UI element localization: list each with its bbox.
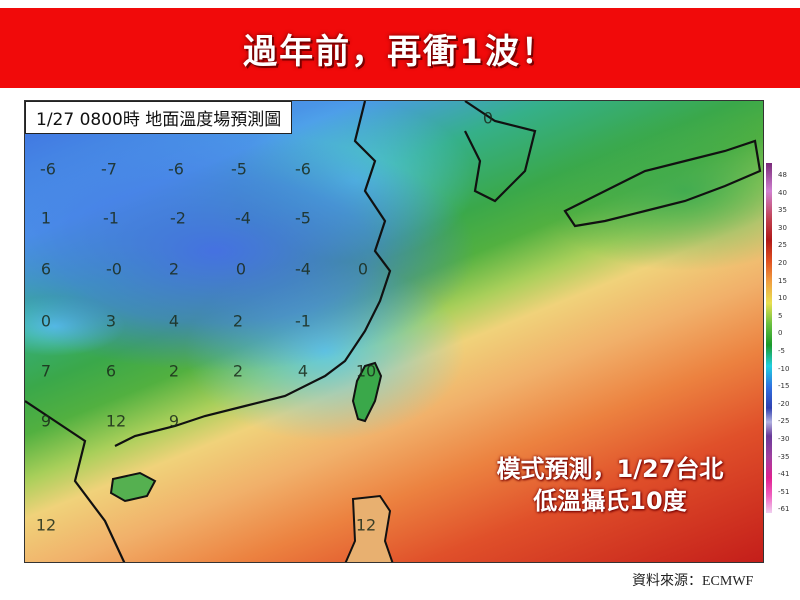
colorbar-tick-label: -25 [778,417,790,426]
vietnam-coastline [25,400,126,562]
temperature-label: -5 [295,208,311,228]
data-source: 資料來源：ECMWF [632,574,754,589]
colorbar-tick-label: -15 [778,382,790,391]
colorbar-tick-label: -5 [778,347,785,355]
colorbar-tick-label: -51 [778,487,790,496]
colorbar-tick-label: -61 [778,505,790,514]
temperature-label: 6 [40,259,52,279]
colorbar-tick-label: -20 [778,399,790,408]
temperature-label: 1 [40,208,52,228]
luzon-island [344,494,394,562]
map-title: 1/27 0800時 地面溫度場預測圖 [25,101,293,134]
temperature-label: 2 [232,311,244,331]
colorbar-tick-label: 25 [778,241,787,250]
temperature-label: 7 [40,361,52,381]
colorbar-tick-label: -30 [778,435,790,443]
temperature-label: 0 [357,259,369,279]
colorbar-tick-label: -41 [778,470,790,479]
temperature-colorbar [766,163,772,513]
annotation-line-1: 模式預測，1/27台北 [496,455,724,483]
temperature-label: 10 [355,361,377,381]
temperature-label: -7 [101,159,117,179]
colorbar-tick-label: 30 [778,223,787,232]
temperature-label: 12 [35,515,57,535]
temperature-label: -6 [168,159,184,179]
korea-coastline [464,101,537,203]
colorbar-tick-label: 40 [778,188,787,197]
hainan-island [109,471,157,503]
colorbar-tick-label: 0 [778,329,783,338]
taiwan-island [351,361,383,423]
temperature-label: -1 [103,208,119,228]
temperature-label: 0 [40,311,52,331]
temperature-label: -6 [295,159,311,179]
colorbar-tick-label: 48 [778,171,787,179]
temperature-label: 9 [40,411,52,431]
temperature-label: -2 [170,208,186,228]
coastlines [25,101,762,562]
title-banner: 過年前，再衝1波！ [0,8,800,88]
taipei-forecast-annotation: 模式預測，1/27台北 低溫攝氏10度 [465,453,755,517]
temperature-label: -1 [295,311,311,331]
temperature-label: -0 [106,259,122,279]
temperature-label: 9 [168,411,180,431]
temperature-label: -6 [40,159,56,179]
temperature-label: 3 [105,311,117,331]
banner-title: 過年前，再衝1波！ [243,31,557,72]
temperature-map: 1/27 0800時 地面溫度場預測圖 -6 -7 -6 -5 -6 1 -1 -2 -4 -5 6… [24,100,764,563]
colorbar-tick-label: 35 [778,206,787,215]
temperature-label: 4 [297,361,309,381]
colorbar-tick-label: -10 [778,364,790,373]
temperature-label: 12 [355,515,377,535]
temperature-label: -5 [231,159,247,179]
temperature-label: 12 [105,411,127,431]
colorbar-tick-label: 15 [778,276,787,285]
temperature-label: 2 [168,259,180,279]
colorbar-tick-label: 10 [778,294,787,303]
colorbar-tick-label: 5 [778,311,783,320]
temperature-label: 6 [105,361,117,381]
temperature-label: 0 [482,108,494,128]
temperature-label: 2 [232,361,244,381]
temperature-label: -4 [235,208,251,228]
colorbar-tick-label: 20 [778,259,787,267]
temperature-label: 0 [235,259,247,279]
temperature-label: -4 [295,259,311,279]
china-coastline [114,101,392,447]
colorbar-tick-label: -35 [778,452,790,461]
temperature-label: 4 [168,311,180,331]
temperature-label: 2 [168,361,180,381]
annotation-line-2: 低溫攝氏10度 [533,487,687,515]
japan-coastline [563,139,762,228]
